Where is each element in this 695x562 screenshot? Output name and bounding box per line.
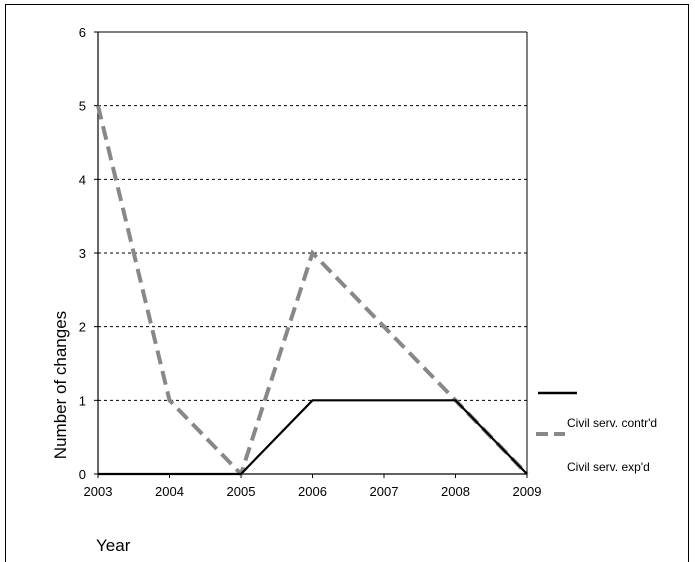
legend-label-contrd: Civil serv. contr'd	[567, 416, 657, 430]
y-axis-label: Number of changes	[51, 311, 70, 459]
y-tick-label-2: 2	[79, 320, 86, 335]
series-line-contrd	[98, 399, 528, 476]
y-tick-label-6: 6	[79, 25, 86, 40]
x-tick-label-2007: 2007	[370, 484, 399, 499]
chart-frame	[5, 4, 689, 562]
x-tick-label-2008: 2008	[441, 484, 470, 499]
x-tick-label-2006: 2006	[298, 484, 327, 499]
x-tick-labels: 2003 2004 2005 2006 2007 2008 2009	[84, 484, 542, 499]
x-tick-label-2009: 2009	[513, 484, 542, 499]
y-tick-label-0: 0	[79, 467, 86, 482]
series-lines	[96, 105, 529, 478]
x-tick-label-2004: 2004	[155, 484, 184, 499]
legend-label-expd: Civil serv. exp'd	[567, 460, 650, 474]
y-tick-label-5: 5	[79, 99, 86, 114]
x-tick-label-2003: 2003	[84, 484, 113, 499]
legend: Civil serv. contr'd Civil serv. exp'd	[536, 391, 657, 474]
y-tick-label-3: 3	[79, 246, 86, 261]
y-tick-label-1: 1	[79, 393, 86, 408]
gridlines	[98, 31, 527, 401]
series-line-expd	[96, 105, 529, 478]
x-tick-label-2005: 2005	[227, 484, 256, 499]
y-tick-labels: 0 1 2 3 4 5 6	[79, 25, 86, 482]
y-tick-label-4: 4	[79, 172, 86, 187]
x-axis-label: Year	[96, 536, 131, 555]
